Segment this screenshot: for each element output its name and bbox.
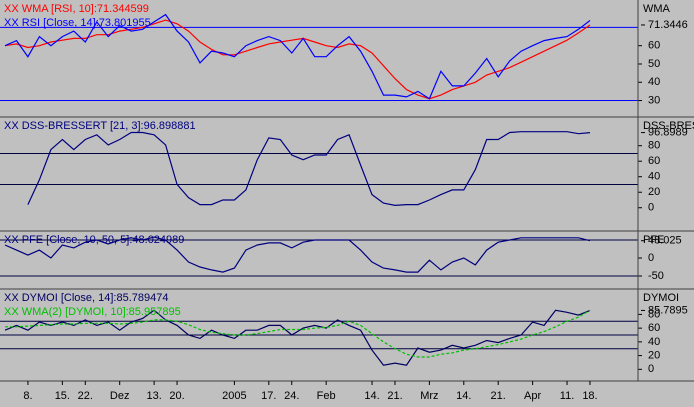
- panel: [0, 236, 638, 277]
- y-tick-label: 80: [648, 308, 660, 320]
- y-tick-label: 50: [648, 58, 660, 70]
- panel: [0, 13, 638, 102]
- x-tick-label: 18.: [582, 390, 597, 402]
- legend-entry: XX RSI [Close, 14]:73.801955: [4, 17, 151, 29]
- series-line: [4, 236, 591, 273]
- series-line: [5, 309, 591, 358]
- y-tick-label: 20: [648, 186, 660, 198]
- series-line: [4, 13, 591, 100]
- x-tick-label: 21.: [491, 390, 506, 402]
- y-tick-label: 30: [648, 94, 660, 106]
- series-line: [4, 19, 591, 100]
- x-tick-label: 13.: [146, 390, 161, 402]
- y-tick-label: 40: [648, 336, 660, 348]
- x-tick-label: 11.: [560, 390, 574, 402]
- x-tick-label: Mrz: [420, 390, 438, 402]
- x-tick-label: Apr: [524, 390, 541, 402]
- end-label: 71.3446: [648, 19, 688, 31]
- y-tick-label: 40: [648, 171, 660, 183]
- x-tick-label: 14.: [456, 390, 471, 402]
- legend-entry: XX DSS-BRESSERT [21, 3]:96.898881: [4, 120, 196, 132]
- y-tick-label: 40: [648, 76, 660, 88]
- x-tick-label: 15.: [55, 390, 70, 402]
- x-tick-label: 8.: [23, 390, 32, 402]
- axis-title: DYMOI: [643, 292, 679, 304]
- y-tick-label: 0: [648, 202, 654, 214]
- series-line: [27, 131, 591, 207]
- y-tick-label: -50: [648, 270, 664, 282]
- y-tick-label: 0: [648, 252, 654, 264]
- panel: [0, 309, 638, 366]
- x-tick-label: Dez: [110, 390, 130, 402]
- y-tick-label: 80: [648, 140, 660, 152]
- axis-title: WMA: [643, 3, 671, 15]
- axis-title: DSS-BRES: [643, 120, 694, 132]
- x-tick-label: 21.: [387, 390, 402, 402]
- y-tick-label: 0: [648, 363, 654, 375]
- x-tick-label: 24.: [284, 390, 299, 402]
- end-label: 96.8989: [648, 126, 688, 138]
- x-tick-label: Feb: [317, 390, 336, 402]
- axis-title: PFE: [643, 234, 664, 246]
- y-tick-label: 60: [648, 155, 660, 167]
- end-label: 48.025: [648, 235, 682, 247]
- y-tick-label: 20: [648, 350, 660, 362]
- legend-entry: XX DYMOI [Close, 14]:85.789474: [4, 292, 168, 304]
- x-tick-label: 20.: [169, 390, 184, 402]
- legend-entry: XX PFE [Close, 10, 50, 5]:48.024989: [4, 234, 184, 246]
- x-tick-label: 17.: [261, 390, 276, 402]
- x-tick-label: 22.: [78, 390, 93, 402]
- x-tick-label: 2005: [222, 390, 246, 402]
- panel: [0, 131, 638, 207]
- legend-entry: XX WMA(2) [DYMOI, 10]:85.957895: [4, 306, 181, 318]
- x-tick-label: 14.: [364, 390, 379, 402]
- y-tick-label: 60: [648, 322, 660, 334]
- end-label: 85.7895: [648, 304, 688, 316]
- y-tick-label: 60: [648, 40, 660, 52]
- legend-entry: XX WMA [RSI, 10]:71.344599: [4, 3, 149, 15]
